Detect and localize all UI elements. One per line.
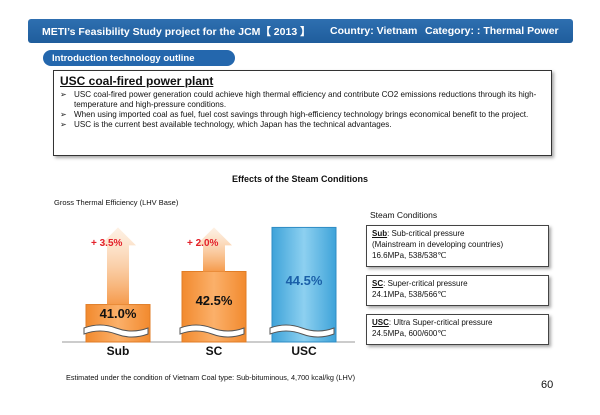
steam-abbr: USC	[372, 318, 389, 327]
page-number: 60	[541, 379, 554, 391]
arrow-bullet-icon: ➢	[60, 120, 67, 129]
steam-desc: : Super-critical pressure	[383, 279, 468, 288]
steam-desc: : Sub-critical pressure	[387, 229, 465, 238]
steam-box-sc: SC: Super-critical pressure 24.1MPa, 538…	[366, 275, 549, 306]
chart-ylabel: Gross Thermal Efficiency (LHV Base)	[54, 198, 179, 207]
arrow-bullet-icon: ➢	[60, 90, 67, 99]
intro-bullet: ➢ USC is the current best available tech…	[60, 120, 545, 130]
header-bar: METI’s Feasibility Study project for the…	[28, 19, 573, 43]
increment-label-sc: + 2.0%	[187, 238, 219, 249]
intro-bullet: ➢ When using imported coal as fuel, fuel…	[60, 110, 545, 120]
bars-layer	[83, 226, 337, 343]
header-title: METI’s Feasibility Study project for the…	[42, 25, 311, 38]
intro-box: USC coal-fired power plant ➢ USC coal-fi…	[53, 70, 552, 156]
increment-arrow-icon	[100, 227, 136, 305]
axis-break-icon	[83, 324, 149, 338]
intro-bullet-text: USC is the current best available techno…	[74, 120, 392, 129]
value-label-sub: 41.0%	[99, 306, 137, 321]
value-label-sc: 42.5%	[195, 293, 233, 308]
steam-box-usc: USC: Ultra Super-critical pressure 24.5M…	[366, 314, 549, 345]
steam-desc: : Ultra Super-critical pressure	[388, 318, 493, 327]
steam-desc2: (Mainstream in developing countries)	[372, 240, 504, 249]
footnote: Estimated under the condition of Vietnam…	[66, 373, 356, 382]
value-label-usc: 44.5%	[285, 273, 323, 288]
intro-bullet: ➢ USC coal-fired power generation could …	[60, 90, 545, 110]
axis-break-icon	[179, 324, 245, 338]
steam-spec: 24.5MPa, 600/600℃	[372, 329, 447, 338]
axis-break-icon	[269, 324, 335, 338]
bar-usc	[271, 226, 337, 343]
header-category: Category: : Thermal Power	[425, 25, 559, 37]
header-country: Country: Vietnam	[330, 25, 418, 37]
steam-spec: 24.1MPa, 538/566℃	[372, 290, 447, 299]
category-label-usc: USC	[291, 344, 317, 358]
steam-abbr: Sub	[372, 229, 388, 238]
steam-box-sub: Sub: Sub-critical pressure (Mainstream i…	[366, 225, 549, 267]
steam-spec: 16.6MPa, 538/538℃	[372, 251, 447, 260]
intro-bullet-text: USC coal-fired power generation could ac…	[74, 90, 537, 109]
category-label-sc: SC	[205, 344, 223, 358]
category-label-sub: Sub	[106, 344, 130, 358]
chart-title: Effects of the Steam Conditions	[231, 174, 368, 184]
arrow-bullet-icon: ➢	[60, 110, 67, 119]
increment-label-sub: + 3.5%	[91, 238, 123, 249]
section-pill: Introduction technology outline	[43, 50, 235, 66]
intro-title: USC coal-fired power plant	[60, 74, 214, 88]
intro-bullet-text: When using imported coal as fuel, fuel c…	[74, 110, 529, 119]
steam-conditions-title: Steam Conditions	[370, 210, 438, 220]
increment-arrow-icon	[196, 227, 232, 272]
steam-abbr: SC	[372, 279, 384, 288]
